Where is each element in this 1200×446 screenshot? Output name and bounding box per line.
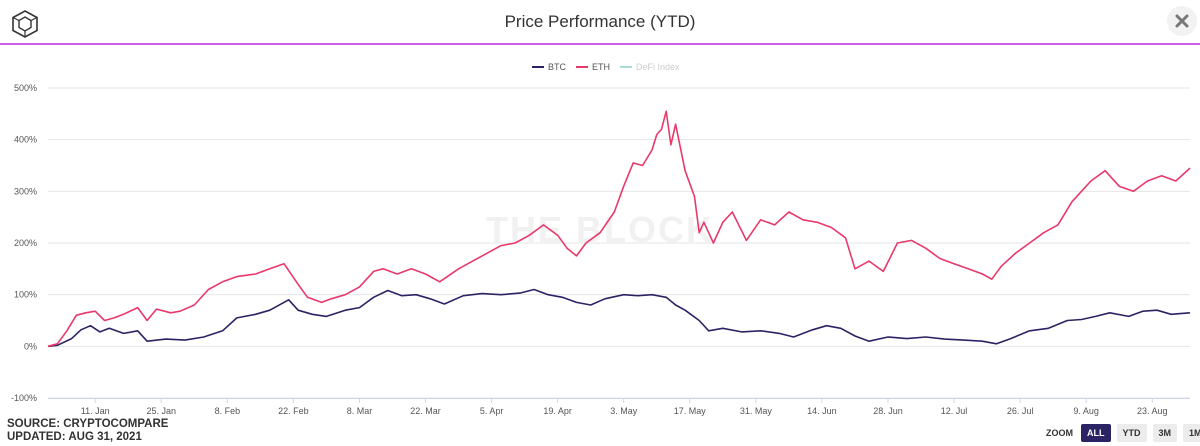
x-tick-label: 11. Jan <box>81 406 110 416</box>
y-tick-label: -100% <box>11 393 37 403</box>
watermark: THE BLOCK <box>486 209 714 250</box>
x-axis: 11. Jan 25. Jan 8. Feb 22. Feb 8. Mar 22. Mar… <box>48 398 1190 416</box>
zoom-button-1m[interactable]: 1M <box>1183 424 1200 442</box>
source-text: SOURCE: CRYPTOCOMPARE <box>7 418 169 430</box>
chart-legend: BTC ETH DeFi Index <box>532 62 680 72</box>
x-tick-label: 14. Jun <box>807 406 837 416</box>
zoom-button-ytd[interactable]: YTD <box>1116 424 1147 442</box>
legend-swatch-defi-index <box>620 66 632 68</box>
x-tick-label: 12. Jul <box>941 406 968 416</box>
legend-label-btc: BTC <box>548 62 566 72</box>
zoom-label: ZOOM <box>1046 428 1073 438</box>
zoom-controls: ZOOM ALL YTD 3M 1M <box>1046 424 1200 442</box>
y-axis: -100% 0% 100% 200% 300% 400% 500% <box>11 83 37 403</box>
y-tick-label: 400% <box>14 135 37 145</box>
x-tick-label: 8. Mar <box>347 406 373 416</box>
zoom-button-3m[interactable]: 3M <box>1152 424 1178 442</box>
legend-item-eth[interactable]: ETH <box>576 62 610 72</box>
y-tick-label: 200% <box>14 238 37 248</box>
x-tick-label: 22. Feb <box>278 406 309 416</box>
close-icon <box>1175 14 1189 28</box>
x-tick-label: 9. Aug <box>1073 406 1099 416</box>
header-divider <box>0 43 1200 45</box>
series-lines <box>47 110 1191 348</box>
y-tick-label: 100% <box>14 290 37 300</box>
close-button[interactable] <box>1167 6 1197 36</box>
x-tick-label: 5. Apr <box>480 406 504 416</box>
legend-label-eth: ETH <box>592 62 610 72</box>
cube-logo-icon <box>10 9 40 39</box>
legend-swatch-eth <box>576 66 588 68</box>
series-line-eth <box>47 110 1191 348</box>
x-tick-label: 28. Jun <box>873 406 903 416</box>
x-tick-label: 17. May <box>674 406 707 416</box>
page-title: Price Performance (YTD) <box>504 12 696 31</box>
legend-item-defi-index[interactable]: DeFi Index <box>620 62 680 72</box>
x-tick-label: 19. Apr <box>543 406 572 416</box>
x-tick-label: 23. Aug <box>1137 406 1168 416</box>
legend-swatch-btc <box>532 66 544 68</box>
y-tick-label: 300% <box>14 186 37 196</box>
source-note: SOURCE: CRYPTOCOMPARE UPDATED: AUG 31, 2… <box>7 418 168 444</box>
x-tick-label: 22. Mar <box>410 406 441 416</box>
x-tick-label: 31. May <box>740 406 773 416</box>
legend-label-defi-index: DeFi Index <box>636 62 680 72</box>
x-tick-label: 25. Jan <box>146 406 176 416</box>
zoom-button-all[interactable]: ALL <box>1081 424 1111 442</box>
updated-text: UPDATED: AUG 31, 2021 <box>7 431 142 443</box>
x-tick-label: 8. Feb <box>215 406 241 416</box>
x-tick-label: 3. May <box>610 406 638 416</box>
x-tick-label: 26. Jul <box>1007 406 1034 416</box>
series-line-btc <box>47 288 1191 348</box>
legend-item-btc[interactable]: BTC <box>532 62 566 72</box>
y-tick-label: 500% <box>14 83 37 93</box>
y-tick-label: 0% <box>24 341 37 351</box>
